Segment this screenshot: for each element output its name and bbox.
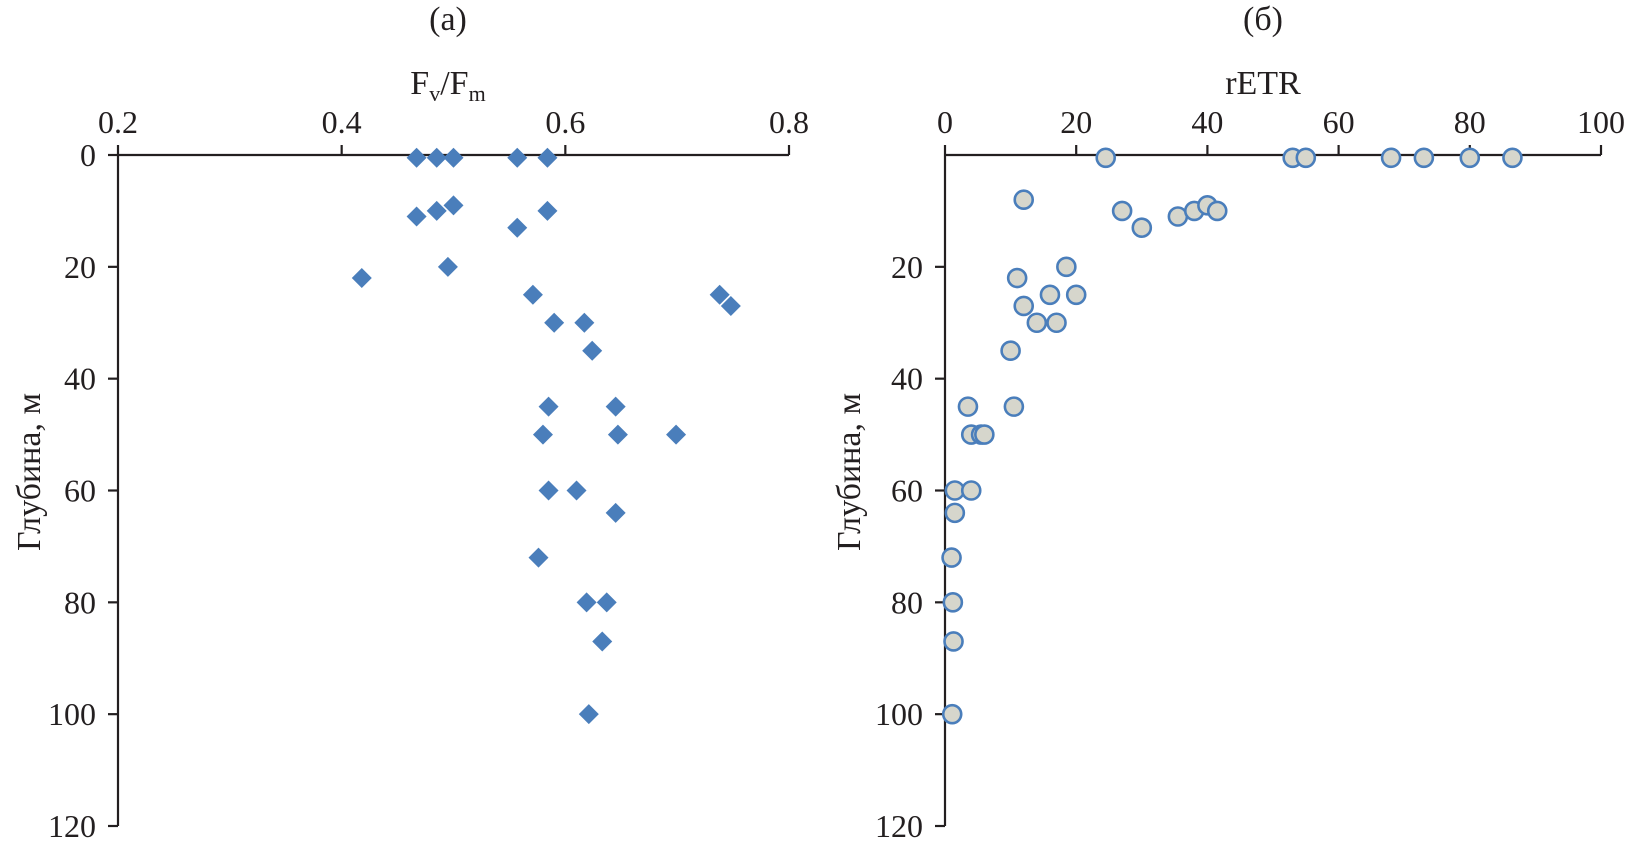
panel-b-data-point xyxy=(1095,147,1117,169)
panel-b-data-point xyxy=(1380,147,1402,169)
panel-b-data-point xyxy=(1459,147,1481,169)
panel-a-data-point xyxy=(437,256,458,277)
panel-b-x-tick-label: 100 xyxy=(1577,104,1625,140)
panel-a-data-point xyxy=(582,340,603,361)
panel-a-y-tick-label: 60 xyxy=(64,473,96,509)
panel-b-data-point xyxy=(1295,147,1317,169)
panel-a-y-tick-label: 80 xyxy=(64,584,96,620)
panel-a-data-point xyxy=(538,396,559,417)
panel-a-data-point xyxy=(666,424,687,445)
panel-a-fv-fm: (а) Fv/Fm Глубина, м 0.2 0.4 0.6 0.8 0 20 40 6… xyxy=(11,1,809,844)
panel-b-y-tick-label: 40 xyxy=(891,361,923,397)
panel-b-label: (б) xyxy=(1243,1,1283,38)
panel-a-data-point xyxy=(574,312,595,333)
panel-a-data-point xyxy=(605,502,626,523)
panel-b-x-tick-label: 20 xyxy=(1060,104,1092,140)
panel-a-x-tick-label: 0.2 xyxy=(98,104,138,140)
panel-a-data-point xyxy=(538,480,559,501)
panel-b-data-point xyxy=(941,547,962,568)
panel-a-data-point xyxy=(566,480,587,501)
panel-b-data-point xyxy=(974,424,995,445)
panel-b-y-tick-label: 120 xyxy=(875,808,923,844)
panel-b-y-tick-label: 100 xyxy=(875,696,923,732)
panel-a-data-point xyxy=(426,200,447,221)
panel-b-data-point xyxy=(1000,340,1021,362)
panel-b-data-point xyxy=(941,703,963,725)
panel-a-y-tick-label: 20 xyxy=(64,249,96,285)
panel-a-y-axis-title: Глубина, м xyxy=(11,393,48,551)
panel-a-data-point xyxy=(443,147,464,168)
panel-a-y-tick-label: 100 xyxy=(48,696,96,732)
panel-b-data-point xyxy=(1206,200,1228,222)
panel-b-data-point xyxy=(1056,256,1077,278)
panel-b-x-tick-label: 0 xyxy=(937,104,953,140)
panel-a-data-point xyxy=(576,592,597,613)
panel-b-data-point xyxy=(1003,396,1025,417)
panel-b-data-point xyxy=(1006,267,1028,289)
panel-a-data-point xyxy=(605,396,626,417)
panel-a-data-point xyxy=(607,424,628,445)
panel-b-data-point xyxy=(943,631,964,652)
panel-a-label: (а) xyxy=(429,1,467,38)
panel-b-y-tick-label: 60 xyxy=(891,473,923,509)
panel-b-x-tick-label: 60 xyxy=(1323,104,1355,140)
panel-b-data-point xyxy=(1013,295,1035,317)
panel-a-data-point xyxy=(507,217,528,238)
panel-a-data-point xyxy=(406,206,427,227)
panel-a-x-tick-label: 0.4 xyxy=(322,104,362,140)
panel-a-data-point xyxy=(443,195,464,216)
panel-a-y-tick-label: 40 xyxy=(64,361,96,397)
panel-b-data-point xyxy=(1026,312,1048,334)
panel-a-data-point xyxy=(507,147,528,168)
panel-b-data-point xyxy=(1111,200,1133,222)
panel-a-data-point xyxy=(537,200,558,221)
panel-b-data-point xyxy=(1065,284,1087,306)
panel-b-data-point xyxy=(1413,147,1435,169)
panel-b-data-point xyxy=(1502,147,1523,169)
panel-a-data-point xyxy=(578,704,599,725)
panel-b-data-point xyxy=(1039,284,1061,306)
panel-a-data-point xyxy=(592,631,613,652)
panel-b-x-axis-title: rETR xyxy=(1225,65,1301,102)
panel-a-data-point xyxy=(532,424,553,445)
panel-b-y-tick-label: 20 xyxy=(891,249,923,285)
panel-b-retr: (б) rETR Глубина, м 0 20 40 60 80 100 20 40 60 8… xyxy=(831,1,1625,844)
panel-b-data-point xyxy=(944,502,966,524)
panel-a-data-point xyxy=(406,147,427,168)
panel-b-data-point xyxy=(957,396,979,417)
panel-b-y-tick-label: 80 xyxy=(891,584,923,620)
panel-a-data-point xyxy=(720,295,741,316)
panel-a-x-tick-label: 0.6 xyxy=(545,104,585,140)
panel-b-y-axis-title: Глубина, м xyxy=(831,393,868,551)
panel-a-x-tick-label: 0.8 xyxy=(769,104,809,140)
panel-a-data-point xyxy=(709,284,730,305)
panel-b-data-point xyxy=(1131,217,1153,238)
panel-b-x-tick-label: 80 xyxy=(1454,104,1486,140)
panel-b-x-tick-label: 40 xyxy=(1191,104,1223,140)
panel-a-data-point xyxy=(544,312,565,333)
panel-a-data-point xyxy=(426,147,447,168)
panel-b-data-point xyxy=(1013,189,1035,211)
panel-a-data-point xyxy=(596,592,617,613)
panel-a-y-tick-label: 0 xyxy=(80,137,96,173)
panel-a-data-point xyxy=(522,284,543,305)
panel-b-data-point xyxy=(1046,312,1067,334)
panel-a-data-point xyxy=(537,147,558,168)
panel-a-x-axis-title: Fv/Fm xyxy=(410,65,485,106)
panel-a-data-point xyxy=(351,268,372,289)
panel-a-y-tick-label: 120 xyxy=(48,808,96,844)
panel-a-data-point xyxy=(528,547,549,568)
panel-b-data-point xyxy=(960,480,982,501)
panel-b-data-point xyxy=(942,592,964,613)
